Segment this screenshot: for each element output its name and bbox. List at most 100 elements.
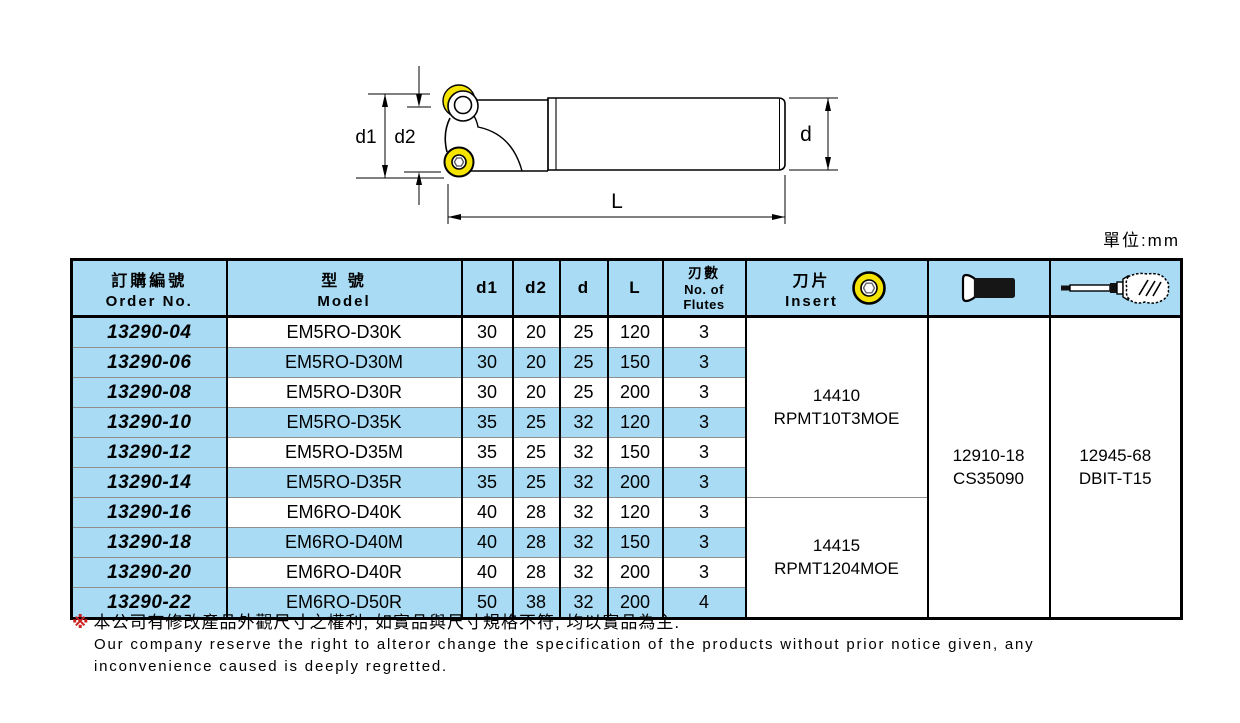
order-no-cell: 13290-10 xyxy=(70,407,228,438)
d-cell: 25 xyxy=(558,316,609,348)
d2-cell: 25 xyxy=(511,407,561,438)
order-no-cell: 13290-06 xyxy=(70,347,228,378)
flutes-cell: 3 xyxy=(661,527,747,558)
d1-cell: 35 xyxy=(460,467,514,498)
model-cell: EM6RO-D40R xyxy=(225,557,463,588)
insert-screw-hex xyxy=(453,157,465,167)
screw-name: CS35090 xyxy=(953,468,1024,488)
order-no-cell: 13290-04 xyxy=(70,316,228,348)
L-cell: 150 xyxy=(606,347,664,378)
L-cell: 150 xyxy=(606,437,664,468)
d2-cell: 28 xyxy=(511,497,561,528)
table-body: 13290-04 EM5RO-D30K 30 20 25 120 3 14410 RPMT10T… xyxy=(70,316,1183,619)
header-d2: d2 xyxy=(511,259,561,318)
shank xyxy=(547,97,786,171)
torx-driver-icon xyxy=(1061,272,1170,304)
table-row: 13290-14 EM5RO-D35R 35 25 32 200 3 xyxy=(70,467,1182,498)
driver-code: 12945-68 xyxy=(1079,445,1152,465)
d1-cell: 40 xyxy=(460,527,514,558)
d2-cell: 38 xyxy=(511,587,561,619)
header-flutes: 刃數 No. of Flutes xyxy=(661,259,747,318)
d-cell: 32 xyxy=(558,437,609,468)
order-no-cell: 13290-16 xyxy=(70,497,228,528)
d-cell: 32 xyxy=(558,497,609,528)
d-cell: 32 xyxy=(558,467,609,498)
model-cell: EM5RO-D30M xyxy=(225,347,463,378)
header-clamp-screw xyxy=(926,259,1051,318)
flutes-cell: 3 xyxy=(661,316,747,348)
header-insert: 刀片 Insert xyxy=(744,259,929,318)
top-pocket-hole xyxy=(453,95,473,115)
model-cell: EM6RO-D40M xyxy=(225,527,463,558)
insert-cell: 14415 RPMT1204MOE xyxy=(744,497,929,619)
flutes-cell: 3 xyxy=(661,437,747,468)
order-no-cell: 13290-08 xyxy=(70,377,228,408)
d2-cell: 20 xyxy=(511,377,561,408)
endmill-diagram: d1 d2 d L xyxy=(355,66,838,224)
table-row: 13290-16 EM6RO-D40K 40 28 32 120 3 14415 RPMT120… xyxy=(70,497,1182,619)
insert-code: 14410 xyxy=(812,385,861,405)
L-cell: 150 xyxy=(606,527,664,558)
d2-cell: 28 xyxy=(511,557,561,588)
d1-cell: 40 xyxy=(460,497,514,528)
table-row: 13290-10 EM5RO-D35K 35 25 32 120 3 xyxy=(70,407,1182,438)
table-row: 13290-08 EM5RO-D30R 30 20 25 200 3 xyxy=(70,377,1182,408)
table-row: 13290-20 EM6RO-D40R 40 28 32 200 3 xyxy=(70,557,1182,588)
L-cell: 120 xyxy=(606,407,664,438)
insert-cell: 14410 RPMT10T3MOE xyxy=(744,316,929,498)
header-torx-driver xyxy=(1048,259,1183,318)
d-cell: 32 xyxy=(558,587,609,619)
table-row: 13290-12 EM5RO-D35M 35 25 32 150 3 xyxy=(70,437,1182,468)
flutes-cell: 3 xyxy=(661,377,747,408)
d1-cell: 50 xyxy=(460,587,514,619)
header-d: d xyxy=(558,259,609,318)
dim-label-d1: d1 xyxy=(355,127,376,148)
table-row: 13290-18 EM6RO-D40M 40 28 32 150 3 xyxy=(70,527,1182,558)
footnote-line-en-2: inconvenience caused is deeply regretted… xyxy=(94,657,448,675)
L-cell: 120 xyxy=(606,316,664,348)
screw-cell: 12910-18 CS35090 xyxy=(926,316,1051,619)
order-no-cell: 13290-18 xyxy=(70,527,228,558)
dim-label-d: d xyxy=(800,123,812,146)
dim-label-L: L xyxy=(611,190,623,213)
table-row: 13290-22 EM6RO-D50R 50 38 32 200 4 xyxy=(70,587,1182,619)
screw-code: 12910-18 xyxy=(952,445,1025,465)
insert-name: RPMT1204MOE xyxy=(774,558,899,578)
d-cell: 25 xyxy=(558,347,609,378)
model-cell: EM5RO-D30K xyxy=(225,316,463,348)
flutes-cell: 4 xyxy=(661,587,747,619)
L-cell: 200 xyxy=(606,557,664,588)
d-cell: 25 xyxy=(558,377,609,408)
d2-cell: 25 xyxy=(511,467,561,498)
model-cell: EM5RO-D35M xyxy=(225,437,463,468)
d1-cell: 30 xyxy=(460,377,514,408)
driver-name: DBIT-T15 xyxy=(1078,468,1152,488)
L-cell: 200 xyxy=(606,377,664,408)
L-cell: 200 xyxy=(606,467,664,498)
order-no-cell: 13290-20 xyxy=(70,557,228,588)
d1-cell: 30 xyxy=(460,347,514,378)
header-order-no: 訂購編號 Order No. xyxy=(70,259,228,318)
product-table: 訂購編號 Order No. 型 號 Model d1 d2 d L 刃數 No… xyxy=(70,258,1183,620)
model-cell: EM5RO-D30R xyxy=(225,377,463,408)
d1-cell: 40 xyxy=(460,557,514,588)
unit-label: 單位:mm xyxy=(1102,231,1180,250)
d2-cell: 20 xyxy=(511,316,561,348)
L-cell: 120 xyxy=(606,497,664,528)
flutes-cell: 3 xyxy=(661,347,747,378)
flutes-cell: 3 xyxy=(661,407,747,438)
header-model: 型 號 Model xyxy=(225,259,463,318)
header-d1: d1 xyxy=(460,259,514,318)
dim-label-d2: d2 xyxy=(394,127,415,148)
flutes-cell: 3 xyxy=(661,497,747,528)
footnote: ※ 本公司有修改產品外觀尺寸之權利, 如實品與尺寸規格不符, 均以實品為主. Ou… xyxy=(72,612,1192,678)
model-cell: EM5RO-D35R xyxy=(225,467,463,498)
footnote-line-en-1: Our company reserve the right to alteror… xyxy=(94,636,1035,654)
table-header-row: 訂購編號 Order No. 型 號 Model d1 d2 d L 刃數 No… xyxy=(70,259,1183,318)
d-cell: 32 xyxy=(558,527,609,558)
screw-icon xyxy=(961,273,1015,303)
d2-cell: 28 xyxy=(511,527,561,558)
d-cell: 32 xyxy=(558,407,609,438)
d1-cell: 35 xyxy=(460,407,514,438)
